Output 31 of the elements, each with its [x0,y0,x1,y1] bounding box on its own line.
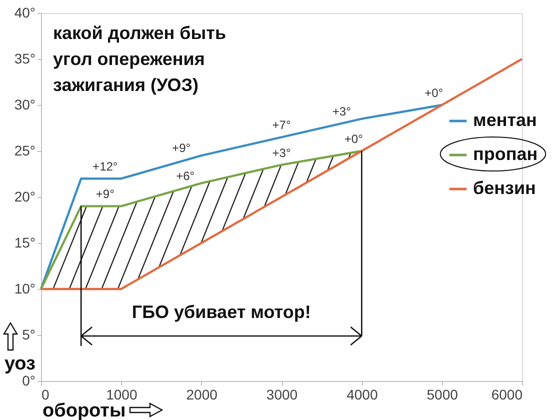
x-tick-label: 6000 [491,386,523,402]
annotation: +0° [344,132,364,146]
y-tick-label: 40° [14,4,36,20]
x-tick-label: 3000 [266,386,298,402]
x-tick-label: 4000 [346,386,378,402]
legend-label: бензин [473,178,536,198]
annotation: +0° [424,86,444,100]
x-tick-label: 5000 [426,386,458,402]
annotation: +7° [272,118,291,132]
x-tick-label: 0 [42,386,50,402]
x-tick-label: 2000 [186,386,218,402]
y-tick-label: 30° [14,96,36,112]
y-tick-label: 15° [14,234,36,250]
y-tick-label: 0° [22,372,36,388]
legend-label: ментан [473,110,537,130]
annotation: +12° [92,160,118,174]
y-tick-label: 25° [14,142,36,158]
y-tick-label: 35° [14,50,36,66]
y-tick-label: 20° [14,188,36,204]
y-tick-label: 5° [22,326,36,342]
x-tick-label: 1000 [106,386,138,402]
text: какой должен быть угол опережения зажигания (УОЗ) [53,22,228,97]
annotation: +9° [172,141,191,156]
annotation: +3° [272,146,291,160]
annotation: +3° [332,104,352,118]
legend-label: пропан [473,144,538,164]
annotation: +9° [96,187,115,202]
y-axis-title: уоз [4,354,36,374]
y-tick-label: 10° [14,280,36,296]
annotation: ГБО убивает мотор! [132,302,311,322]
annotation: +6° [176,168,195,183]
